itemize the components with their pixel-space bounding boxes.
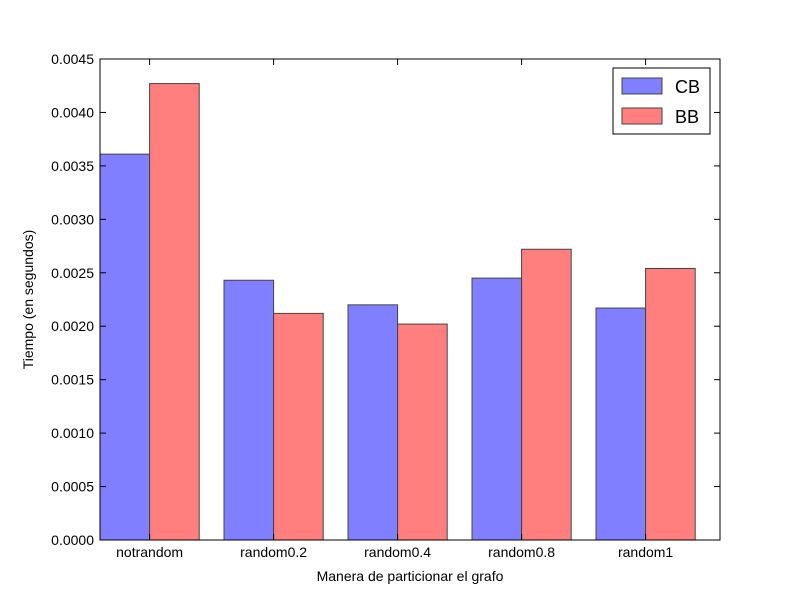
y-tick-label: 0.0040 [51,104,94,120]
bar-bb-random0.8 [521,248,572,541]
bar-bb-random0.2 [273,312,324,541]
x-tick-label: notrandom [116,544,183,560]
y-tick-label: 0.0045 [51,51,94,67]
y-tick-label: 0.0030 [51,211,94,227]
bar-bb-random0.4 [397,323,448,541]
x-tick-label: random0.8 [488,544,555,560]
y-tick-label: 0.0025 [51,265,94,281]
bar-cb-random1 [595,307,647,541]
x-axis-label: Manera de particionar el grafo [317,568,504,584]
y-tick-label: 0.0000 [51,532,94,548]
y-axis-label: Tiempo (en segundos) [20,230,36,370]
legend-label-cb: CB [675,77,700,97]
x-tick-label: random1 [618,544,673,560]
bar-cb-random0.2 [223,279,275,541]
y-tick-label: 0.0035 [51,158,94,174]
x-axis: notrandom random0.2 random0.4 random0.8 rand… [116,59,673,560]
bar-bb-random1 [645,268,696,541]
y-tick-label: 0.0005 [51,479,94,495]
y-tick-label: 0.0020 [51,318,94,334]
bars-group [99,83,696,541]
bar-cb-notrandom [99,153,151,541]
legend-swatch-bb [621,107,663,125]
bar-cb-random0.8 [471,277,523,541]
plot-frame [99,58,721,541]
bar-cb-random0.4 [347,304,399,541]
x-tick-label: random0.4 [364,544,431,560]
legend: CB BB [612,67,711,135]
legend-label-bb: BB [675,107,699,127]
bar-bb-notrandom [149,83,200,541]
y-tick-label: 0.0010 [51,425,94,441]
legend-swatch-cb [621,77,663,95]
y-axis: 0.0000 0.0005 0.0010 0.0015 0.0020 0.0025 0.00… [51,51,720,548]
x-tick-label: random0.2 [240,544,307,560]
y-tick-label: 0.0015 [51,372,94,388]
